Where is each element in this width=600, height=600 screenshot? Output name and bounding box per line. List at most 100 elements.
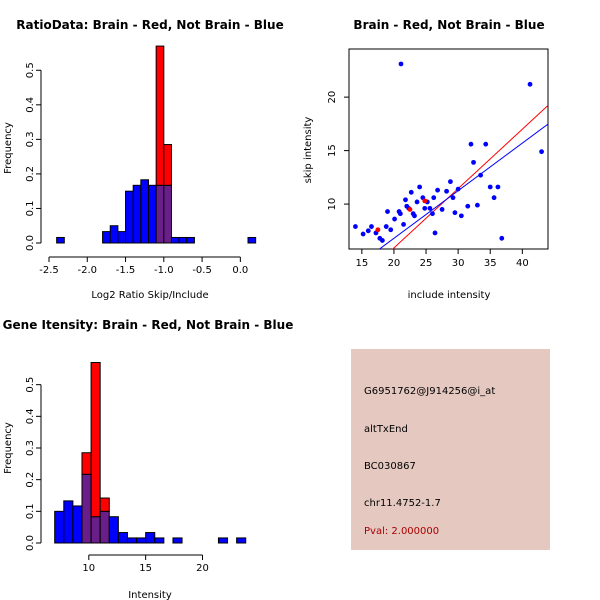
ratio-bar-notbrain bbox=[125, 190, 134, 244]
event-type: altTxEnd bbox=[364, 424, 408, 435]
intensity-x-tick-label: 15 bbox=[139, 563, 152, 574]
ratio-bar-notbrain bbox=[140, 179, 150, 244]
intensity-title: Gene Itensity: Brain - Red, Not Brain - … bbox=[3, 318, 294, 332]
scatter-title: Brain - Red, Not Brain - Blue bbox=[353, 18, 544, 32]
notbrain-point bbox=[385, 209, 390, 214]
ratio-bar-notbrain bbox=[132, 184, 142, 244]
brain-point bbox=[375, 227, 381, 233]
scatter-y-tick-label: 20 bbox=[327, 91, 338, 104]
ratio-title: RatioData: Brain - Red, Not Brain - Blue bbox=[16, 18, 283, 32]
ratio-histogram: RatioData: Brain - Red, Not Brain - Blue… bbox=[3, 18, 284, 301]
ratio-bar-notbrain bbox=[109, 225, 119, 244]
notbrain-point bbox=[478, 172, 483, 178]
notbrain-point bbox=[412, 213, 417, 219]
intensity-bar-brain bbox=[90, 362, 101, 518]
ratio-bar-notbrain bbox=[102, 231, 111, 244]
notbrain-point bbox=[408, 189, 414, 195]
intensity-y-tick-label: 0.5 bbox=[25, 377, 36, 393]
pval: Pval: 2.000000 bbox=[364, 526, 440, 537]
notbrain-point bbox=[458, 213, 464, 219]
notbrain-point bbox=[403, 197, 408, 203]
notbrain-point bbox=[398, 61, 404, 67]
ratio-ylabel: Frequency bbox=[3, 122, 14, 174]
notbrain-point bbox=[465, 203, 471, 209]
brain-point bbox=[407, 207, 413, 212]
ratio-bar-brain bbox=[155, 45, 165, 186]
notbrain-point bbox=[435, 187, 440, 193]
notbrain-point bbox=[388, 227, 394, 233]
ratio-y-tick-label: 0.4 bbox=[25, 97, 36, 113]
ratio-x-tick-label: -1.0 bbox=[154, 265, 174, 276]
notbrain-point bbox=[444, 188, 449, 194]
intensity-bar-brain bbox=[99, 497, 110, 512]
intensity-bar-overlap bbox=[81, 473, 92, 544]
notbrain-point bbox=[450, 195, 456, 201]
notbrain-point bbox=[353, 224, 358, 229]
ratio-bar-notbrain bbox=[148, 184, 157, 244]
scatter-x-tick-label: 30 bbox=[452, 258, 465, 269]
intensity-bar-brain bbox=[81, 452, 92, 475]
notbrain-point bbox=[491, 195, 497, 201]
ratio-y-tick-label: 0.2 bbox=[25, 166, 36, 182]
notbrain-point bbox=[474, 202, 480, 208]
intensity-ylabel: Frequency bbox=[3, 422, 14, 474]
scatter-ylabel: skip intensity bbox=[303, 117, 314, 184]
intensity-x-tick-label: 10 bbox=[82, 563, 95, 574]
notbrain-point bbox=[468, 141, 474, 147]
notbrain-point bbox=[414, 199, 420, 205]
notbrain-point bbox=[448, 179, 453, 185]
intensity-bar-notbrain bbox=[145, 532, 156, 544]
accession: BC030867 bbox=[364, 461, 416, 472]
notbrain-point bbox=[455, 186, 461, 192]
ratio-x-tick-label: -0.5 bbox=[192, 265, 212, 276]
ratio-y-tick-label: 0.0 bbox=[25, 235, 36, 251]
notbrain-point bbox=[483, 141, 489, 147]
intensity-histogram: Gene Itensity: Brain - Red, Not Brain - … bbox=[3, 318, 294, 600]
scatter-x-tick-label: 25 bbox=[420, 258, 433, 269]
scatter-plot-frame bbox=[348, 48, 549, 250]
ratio-bar-notbrain bbox=[247, 236, 257, 244]
notbrain-point bbox=[539, 149, 544, 155]
notbrain-point bbox=[417, 184, 423, 190]
notbrain-point bbox=[365, 228, 371, 234]
intensity-bar-notbrain bbox=[154, 537, 165, 544]
ratio-x-tick-label: -2.5 bbox=[39, 265, 59, 276]
ratio-bar-notbrain bbox=[56, 236, 65, 244]
notbrain-point bbox=[422, 205, 428, 211]
ratio-bar-notbrain bbox=[178, 236, 188, 244]
notbrain-point bbox=[369, 224, 374, 229]
intensity-bar-notbrain bbox=[172, 537, 183, 544]
brain-point bbox=[422, 198, 428, 204]
intensity-x-tick-label: 20 bbox=[196, 563, 209, 574]
scatter-y-tick-label: 10 bbox=[327, 198, 338, 211]
intensity-y-tick-label: 0.1 bbox=[25, 503, 36, 519]
notbrain-point bbox=[401, 222, 406, 227]
intensity-bar-notbrain bbox=[126, 537, 138, 544]
notbrain-point bbox=[499, 235, 505, 241]
notbrain-point bbox=[430, 211, 435, 217]
intensity-y-tick-label: 0.3 bbox=[25, 440, 36, 456]
scatter-x-tick-label: 35 bbox=[484, 258, 497, 269]
ratio-bar-brain bbox=[163, 144, 172, 186]
intensity-xlabel: Intensity bbox=[128, 590, 172, 600]
intensity-y-tick-label: 0.2 bbox=[25, 472, 36, 488]
ratio-x-tick-label: -2.0 bbox=[78, 265, 98, 276]
notbrain-point bbox=[471, 159, 476, 165]
probe-id: G6951762@J914256@i_at bbox=[364, 386, 496, 397]
ratio-x-tick-label: 0.0 bbox=[232, 265, 248, 276]
ratio-bar-notbrain bbox=[117, 231, 127, 244]
intensity-bar-notbrain bbox=[63, 500, 74, 544]
intensity-y-tick-label: 0.4 bbox=[25, 408, 36, 424]
intensity-bar-notbrain bbox=[108, 516, 119, 544]
intensity-bar-notbrain bbox=[136, 537, 147, 544]
info-panel: G6951762@J914256@i_at altTxEnd BC030867 … bbox=[351, 349, 550, 550]
notbrain-point bbox=[383, 224, 389, 229]
intensity-bar-notbrain bbox=[72, 505, 83, 544]
notbrain-point bbox=[439, 207, 445, 212]
ratio-x-tick-label: -1.5 bbox=[116, 265, 136, 276]
scatter-y-tick-label: 15 bbox=[327, 144, 338, 157]
intensity-bar-notbrain bbox=[236, 537, 247, 544]
ratio-y-tick-label: 0.1 bbox=[25, 201, 36, 217]
scatter-x-tick-label: 40 bbox=[516, 258, 529, 269]
